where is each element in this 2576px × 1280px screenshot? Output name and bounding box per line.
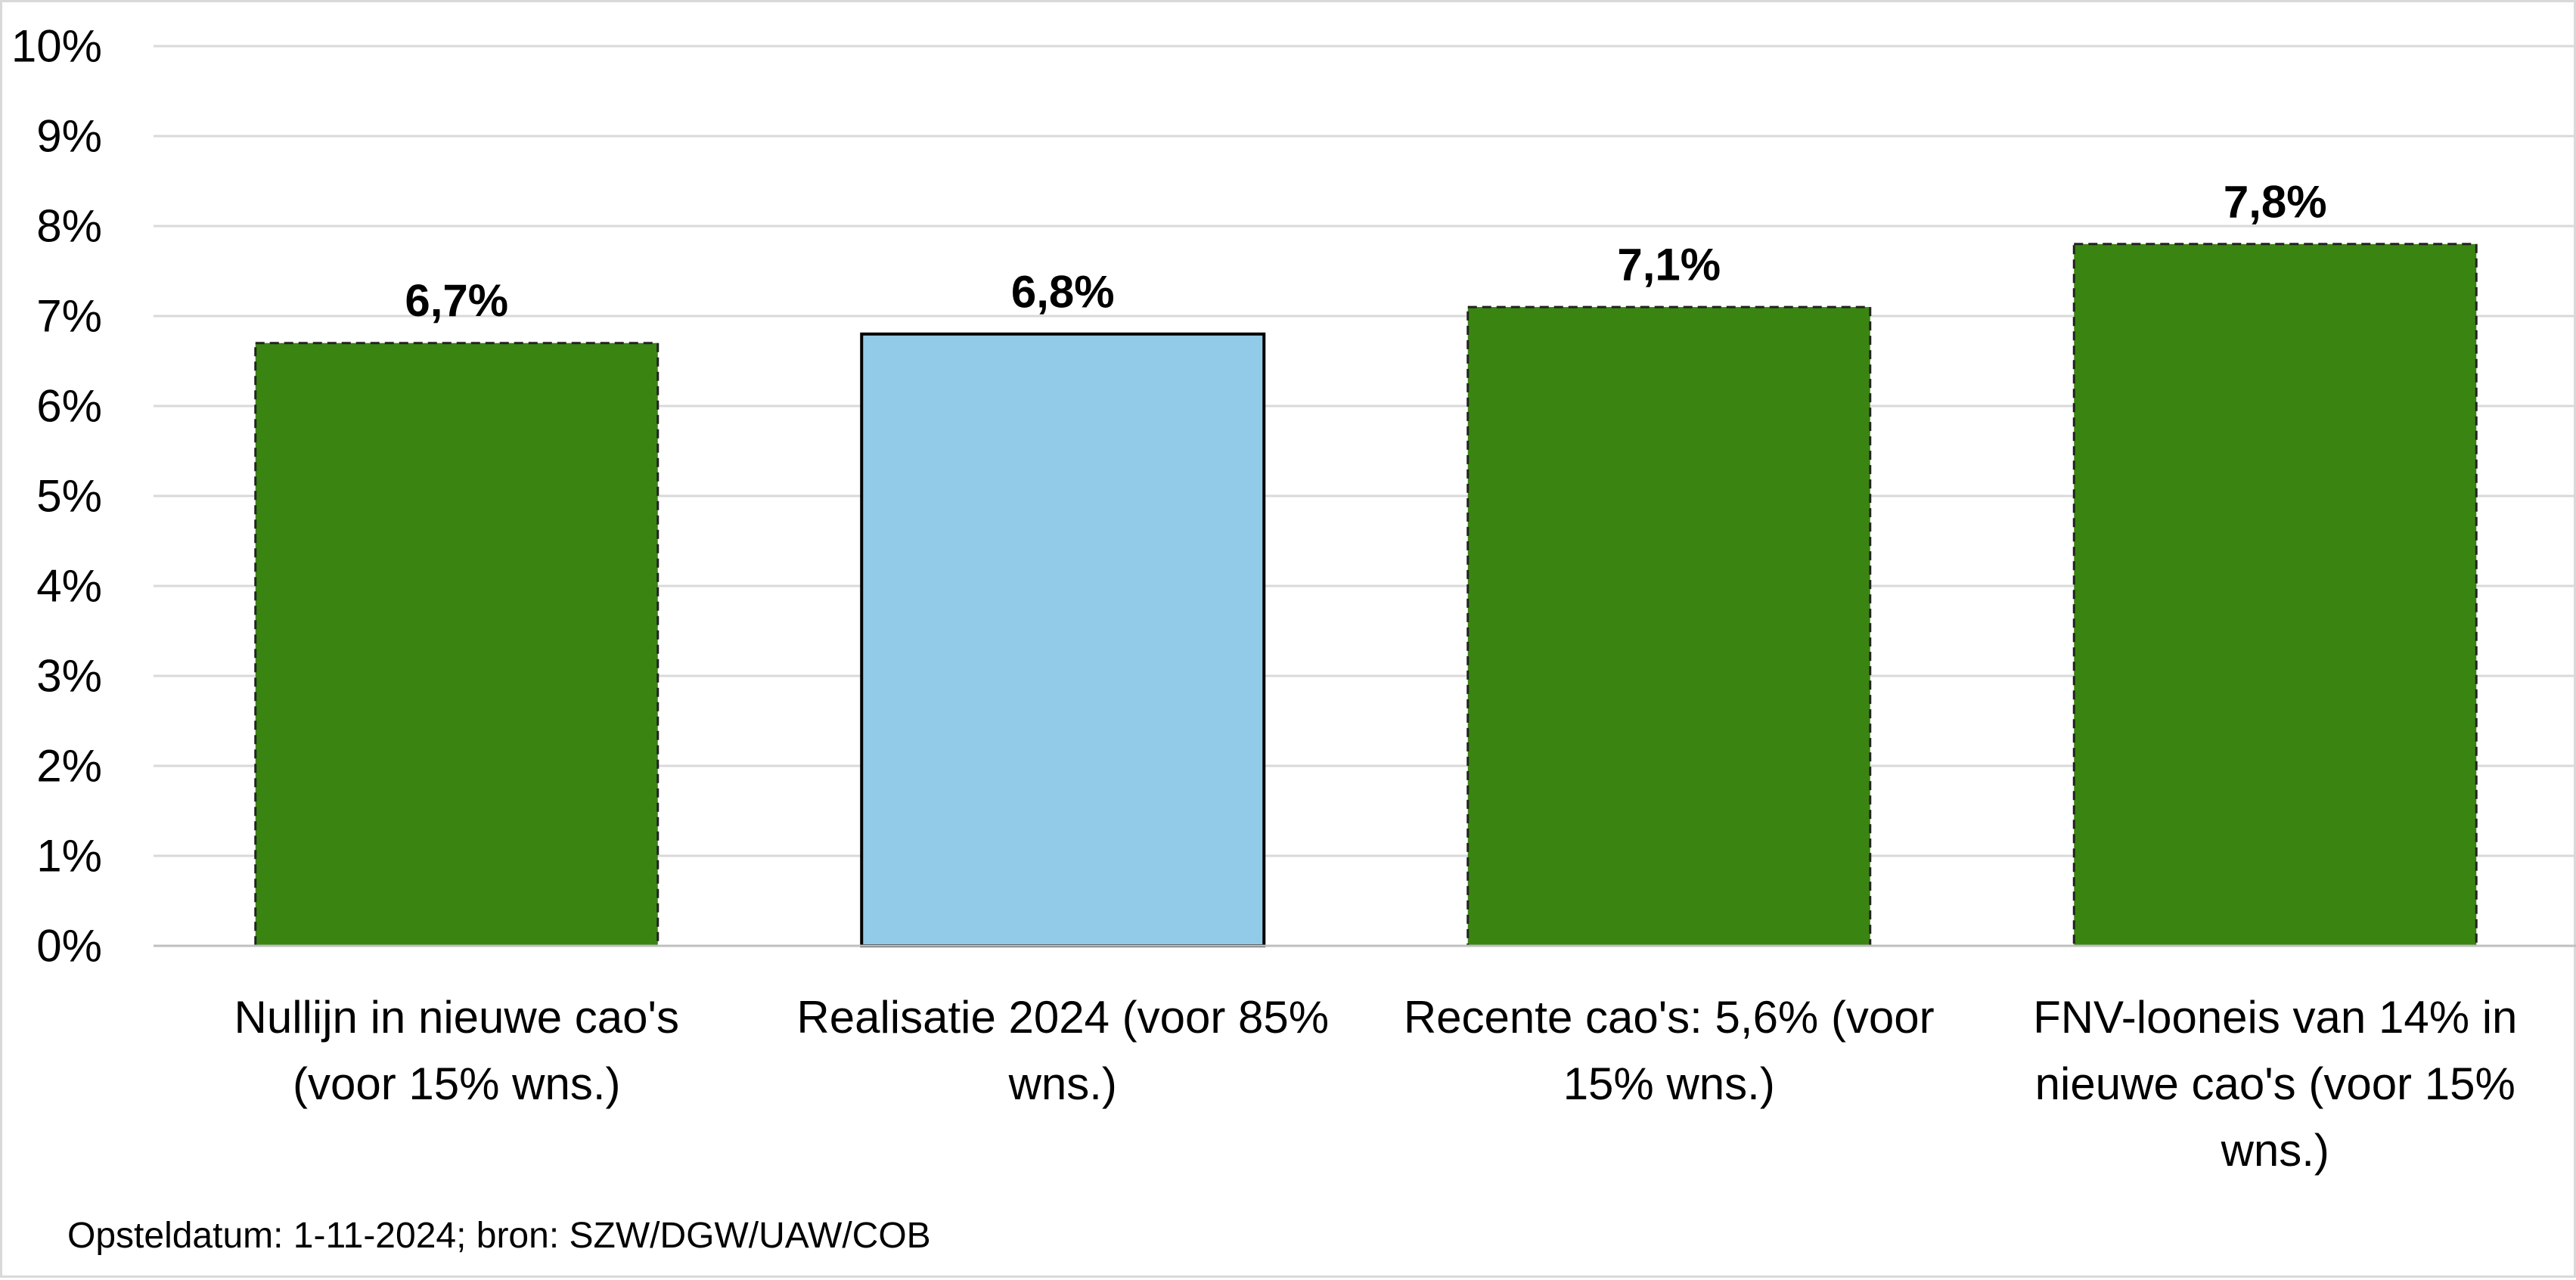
x-tick-label-line: Realisatie 2024 (voor 85% (796, 992, 1329, 1043)
y-tick-label: 5% (36, 471, 102, 522)
y-tick-label: 1% (36, 831, 102, 882)
y-tick-label: 8% (36, 201, 102, 252)
y-tick-label: 9% (36, 111, 102, 162)
x-tick-label: Realisatie 2024 (voor 85% wns.) (796, 992, 1329, 1109)
y-tick-label: 3% (36, 651, 102, 702)
y-tick-label: 2% (36, 741, 102, 792)
x-tick-label-line: 15% wns.) (1563, 1058, 1775, 1109)
x-tick-label-line: wns.) (2221, 1125, 2329, 1176)
x-tick-label-line: wns.) (1008, 1058, 1117, 1109)
bar (2072, 243, 2478, 947)
x-tick-label: Nullijn in nieuwe cao's (voor 15% wns.) (234, 992, 679, 1109)
source-footnote: Opsteldatum: 1-11-2024; bron: SZW/DGW/UA… (67, 1216, 931, 1256)
bar (1466, 305, 1872, 947)
data-label: 6,8% (1011, 266, 1115, 317)
x-tick-label: Recente cao's: 5,6% (voor 15% wns.) (1404, 992, 1935, 1109)
x-tick-label-line: Nullijn in nieuwe cao's (234, 992, 679, 1043)
y-tick-label: 7% (36, 291, 102, 342)
x-tick-label-line: (voor 15% wns.) (293, 1058, 620, 1109)
x-tick-label: FNV-looneis van 14% in nieuwe cao's (voor… (2033, 992, 2517, 1176)
y-tick-label: 4% (36, 561, 102, 612)
y-tick-label: 10% (11, 21, 102, 72)
bar (254, 342, 660, 947)
x-tick-label-line: Recente cao's: 5,6% (voor (1404, 992, 1935, 1043)
data-label: 7,8% (2224, 176, 2327, 227)
y-tick-label: 0% (36, 921, 102, 972)
x-tick-label-line: nieuwe cao's (voor 15% (2035, 1058, 2515, 1109)
y-tick-label: 6% (36, 381, 102, 432)
data-label: 6,7% (405, 275, 508, 326)
x-tick-label-line: FNV-looneis van 14% in (2033, 992, 2517, 1043)
data-label: 7,1% (1617, 240, 1721, 290)
bar (860, 332, 1266, 947)
